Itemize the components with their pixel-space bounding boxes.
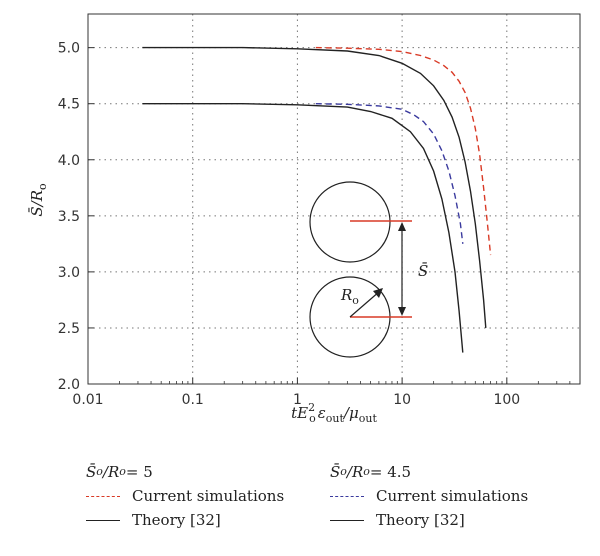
radius-arrow-head [373, 288, 383, 298]
y-tick-label-0: 2.0 [58, 377, 80, 393]
y-tick-label-3: 3.5 [58, 209, 80, 225]
y-tick-label-5: 4.5 [58, 97, 80, 113]
x-axis-label: tE2 o εout/μout [291, 401, 377, 425]
upper-circle [309, 181, 391, 263]
legend-left-sim: Current simulations [86, 484, 284, 508]
plot-frame [87, 13, 581, 385]
series-line-0 [315, 46, 492, 256]
x-tick-label-2: 1 [293, 392, 302, 408]
legend-right-theory-label: Theory [32] [376, 511, 465, 529]
legend-right-theory: Theory [32] [330, 508, 528, 532]
ticks: 0.01 0.1 1 10 100 2.0 2.5 3.0 3.5 4.0 4.5 5.0 [58, 41, 581, 408]
series-line-1 [142, 46, 487, 328]
distance-arrow-bottom-head [398, 307, 406, 316]
distance-label: S̄ [418, 262, 428, 280]
radius-label: Ro [340, 286, 359, 307]
legend-left: S̄ o/R o = 5 Current simulations Theory [3… [86, 460, 284, 532]
legend-left-theory: Theory [32] [86, 508, 284, 532]
grid [87, 14, 580, 385]
radius-line [349, 290, 381, 318]
legend-right-sim-label: Current simulations [376, 487, 529, 505]
legend-swatch-black-solid [86, 519, 120, 521]
series-group [142, 46, 492, 353]
legend-swatch-black-solid-2 [330, 519, 364, 521]
x-tick-label-4: 100 [493, 392, 520, 408]
series-line-2 [315, 103, 464, 244]
y-tick-label-6: 5.0 [58, 41, 80, 57]
distance-arrow-top-head [398, 222, 406, 231]
series-line-3 [142, 103, 464, 353]
legend-left-theory-label: Theory [32] [132, 511, 221, 529]
legend-swatch-red-dashed [86, 495, 120, 497]
x-tick-label-0: 0.01 [72, 392, 103, 408]
y-axis-label: S̄/Ro [28, 183, 49, 217]
y-tick-label-1: 2.5 [58, 321, 80, 337]
legend-left-title: S̄ o/R o = 5 [86, 463, 153, 481]
legend-swatch-blue-dashed [330, 495, 364, 497]
y-tick-label-4: 4.0 [58, 153, 80, 169]
x-tick-label-1: 0.1 [182, 392, 204, 408]
inset-schematic: Ro S̄ [309, 181, 428, 358]
x-tick-label-3: 10 [393, 392, 411, 408]
legend-right-title: S̄ o/R o = 4.5 [330, 463, 412, 481]
legend-right-sim: Current simulations [330, 484, 528, 508]
legend-right: S̄ o/R o = 4.5 Current simulations Theory … [330, 460, 528, 532]
legend-left-sim-label: Current simulations [132, 487, 285, 505]
y-tick-label-2: 3.0 [58, 265, 80, 281]
